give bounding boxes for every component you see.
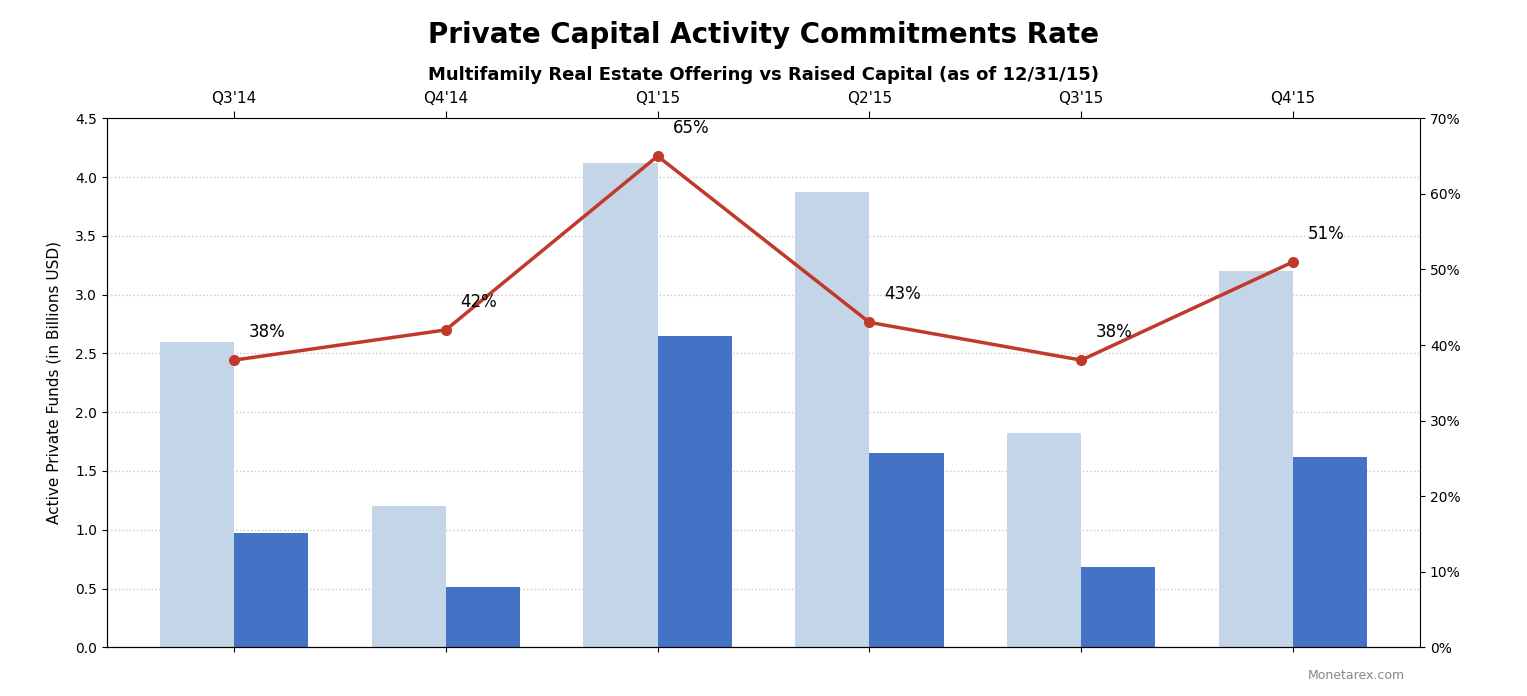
Bar (1008, 434, 1081, 647)
Bar (234, 533, 308, 647)
Bar (1219, 271, 1293, 647)
Text: 65%: 65% (672, 119, 709, 137)
Bar (446, 587, 519, 647)
Bar (1293, 457, 1367, 647)
Bar (869, 453, 944, 647)
Bar (583, 163, 658, 647)
Y-axis label: Active Private Funds (in Billions USD): Active Private Funds (in Billions USD) (46, 242, 61, 524)
Bar (796, 192, 869, 647)
Text: 51%: 51% (1307, 225, 1345, 243)
Text: Monetarex.com: Monetarex.com (1307, 669, 1405, 682)
Text: 42%: 42% (461, 293, 498, 311)
Bar (658, 335, 731, 647)
Bar (1081, 567, 1156, 647)
Bar (371, 506, 446, 647)
Text: 38%: 38% (249, 323, 286, 341)
Text: Multifamily Real Estate Offering vs Raised Capital (as of 12/31/15): Multifamily Real Estate Offering vs Rais… (428, 66, 1099, 84)
Text: 43%: 43% (884, 285, 921, 303)
Text: Private Capital Activity Commitments Rate: Private Capital Activity Commitments Rat… (428, 21, 1099, 49)
Bar (160, 342, 234, 647)
Text: 38%: 38% (1096, 323, 1133, 341)
